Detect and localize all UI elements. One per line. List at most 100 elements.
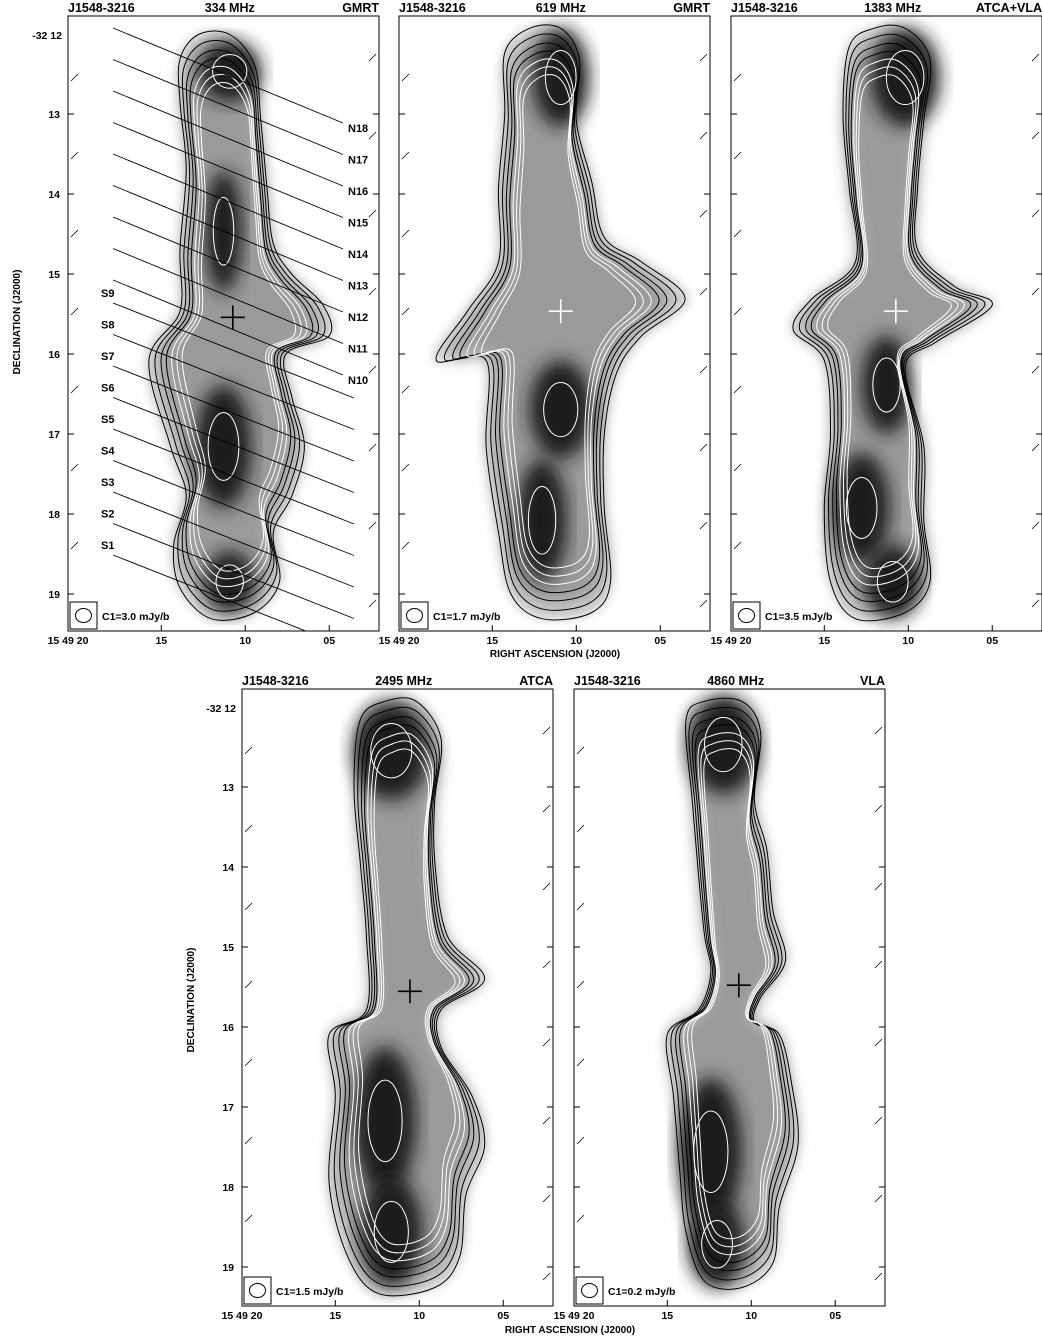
panel-source-label: J1548-3216 — [399, 1, 466, 15]
panel-source-label: J1548-3216 — [574, 674, 641, 688]
contour — [332, 706, 480, 1287]
beam-ellipse — [581, 1283, 598, 1298]
vector-tick — [542, 1038, 551, 1047]
contour — [459, 50, 660, 594]
vector-tick — [70, 229, 79, 238]
dec-tick-label: 15 — [48, 269, 60, 281]
contour — [675, 716, 790, 1272]
contour — [352, 740, 461, 1254]
vector-tick — [542, 804, 551, 813]
slice-line — [112, 216, 344, 313]
vector-tick — [1031, 53, 1040, 62]
slice-line — [112, 554, 308, 631]
panel-frame — [730, 15, 1042, 632]
contour — [207, 412, 240, 481]
emission-body — [450, 40, 670, 604]
slice-line — [112, 460, 355, 556]
ra-tick-label: 10 — [745, 1310, 757, 1322]
panel-telescope-label: ATCA — [519, 674, 553, 688]
slice-label: N16 — [348, 186, 368, 198]
ra-tick-label: 15 49 20 — [379, 635, 420, 647]
slice-label: S9 — [101, 288, 114, 300]
emission-peak — [198, 40, 261, 103]
contour — [160, 49, 319, 603]
ra-tick-label: 10 — [902, 635, 914, 647]
contour — [543, 382, 579, 438]
panel-frame — [241, 688, 554, 1307]
vector-tick — [70, 463, 79, 472]
vector-tick — [699, 521, 708, 530]
contour — [338, 716, 475, 1278]
contour — [805, 43, 978, 603]
vector-tick — [699, 53, 708, 62]
vector-tick — [244, 746, 253, 755]
slice-label: S2 — [101, 509, 114, 521]
vector-tick — [542, 726, 551, 735]
ra-axis-label-bottom: RIGHT ASCENSION (J2000) — [505, 1325, 635, 1336]
dec-tick-label: -32 12 — [32, 30, 62, 42]
vector-tick — [733, 541, 742, 550]
vector-tick — [874, 1194, 883, 1203]
vector-tick — [733, 463, 742, 472]
vector-tick — [401, 463, 410, 472]
slice-label: N17 — [348, 155, 368, 167]
vector-tick — [368, 599, 377, 608]
panel-telescope-label: GMRT — [673, 1, 710, 15]
contour — [181, 82, 297, 572]
slice-label: S4 — [101, 446, 115, 458]
vector-tick — [70, 307, 79, 316]
ra-tick-label: 15 49 20 — [48, 635, 89, 647]
beam-ellipse — [249, 1283, 266, 1298]
slice-line — [112, 365, 355, 462]
contour — [798, 33, 986, 612]
contour — [683, 732, 782, 1256]
panel-1: J1548-3216 334 MHz GMRT N18 N17 N16 N15 N14 N13 N… — [32, 1, 380, 647]
vector-tick — [368, 131, 377, 140]
panel-telescope-label: VLA — [860, 674, 885, 688]
contour — [435, 24, 686, 621]
vector-tick — [699, 209, 708, 218]
emission-peak — [689, 1201, 746, 1288]
contour — [821, 66, 959, 578]
ra-tick-label: 15 — [329, 1310, 341, 1322]
beam-box — [69, 601, 98, 630]
ra-tick-label: 15 49 20 — [554, 1310, 595, 1322]
slice-label: S6 — [101, 383, 114, 395]
dec-tick-label: 16 — [222, 1022, 234, 1034]
vector-tick — [401, 151, 410, 160]
beam-box — [575, 1276, 604, 1305]
panel-frequency-label: 619 MHz — [536, 1, 586, 15]
slice-label: N13 — [348, 281, 368, 293]
slice-line — [112, 122, 344, 218]
panel-5: J1548-3216 4860 MHz VLA C1=0.2 mJy/b 15 49 2… — [554, 674, 886, 1322]
emission-peak — [360, 1176, 423, 1288]
slice-line — [112, 491, 355, 588]
vector-tick — [368, 443, 377, 452]
slice-line — [112, 334, 355, 430]
slice-line — [112, 302, 355, 399]
vector-tick — [70, 151, 79, 160]
contour — [845, 477, 878, 539]
emission-peak — [353, 1046, 417, 1195]
vector-tick — [1031, 131, 1040, 140]
emission-peak — [529, 360, 592, 459]
ra-tick-label: 05 — [986, 635, 998, 647]
slice-label: N15 — [348, 218, 368, 230]
ra-tick-label: 10 — [413, 1310, 425, 1322]
contour — [370, 723, 413, 779]
dec-tick-label: 13 — [222, 782, 234, 794]
ra-tick-label: 05 — [829, 1310, 841, 1322]
slice-label: S7 — [101, 351, 114, 363]
contour — [343, 724, 470, 1270]
beam-contour-label: C1=1.7 mJy/b — [433, 611, 500, 623]
panel-frequency-label: 4860 MHz — [707, 674, 764, 688]
vector-tick — [1031, 209, 1040, 218]
beam-box — [400, 601, 429, 630]
slice-line — [112, 27, 344, 124]
contour — [885, 49, 925, 106]
slice-label: S1 — [101, 540, 114, 552]
dec-tick-label: 17 — [222, 1102, 234, 1114]
vector-tick — [874, 804, 883, 813]
panel-4: J1548-3216 2495 MHz ATCA C1=1.5 mJy/b 15 49 … — [206, 674, 554, 1322]
emission-peak — [532, 28, 589, 127]
